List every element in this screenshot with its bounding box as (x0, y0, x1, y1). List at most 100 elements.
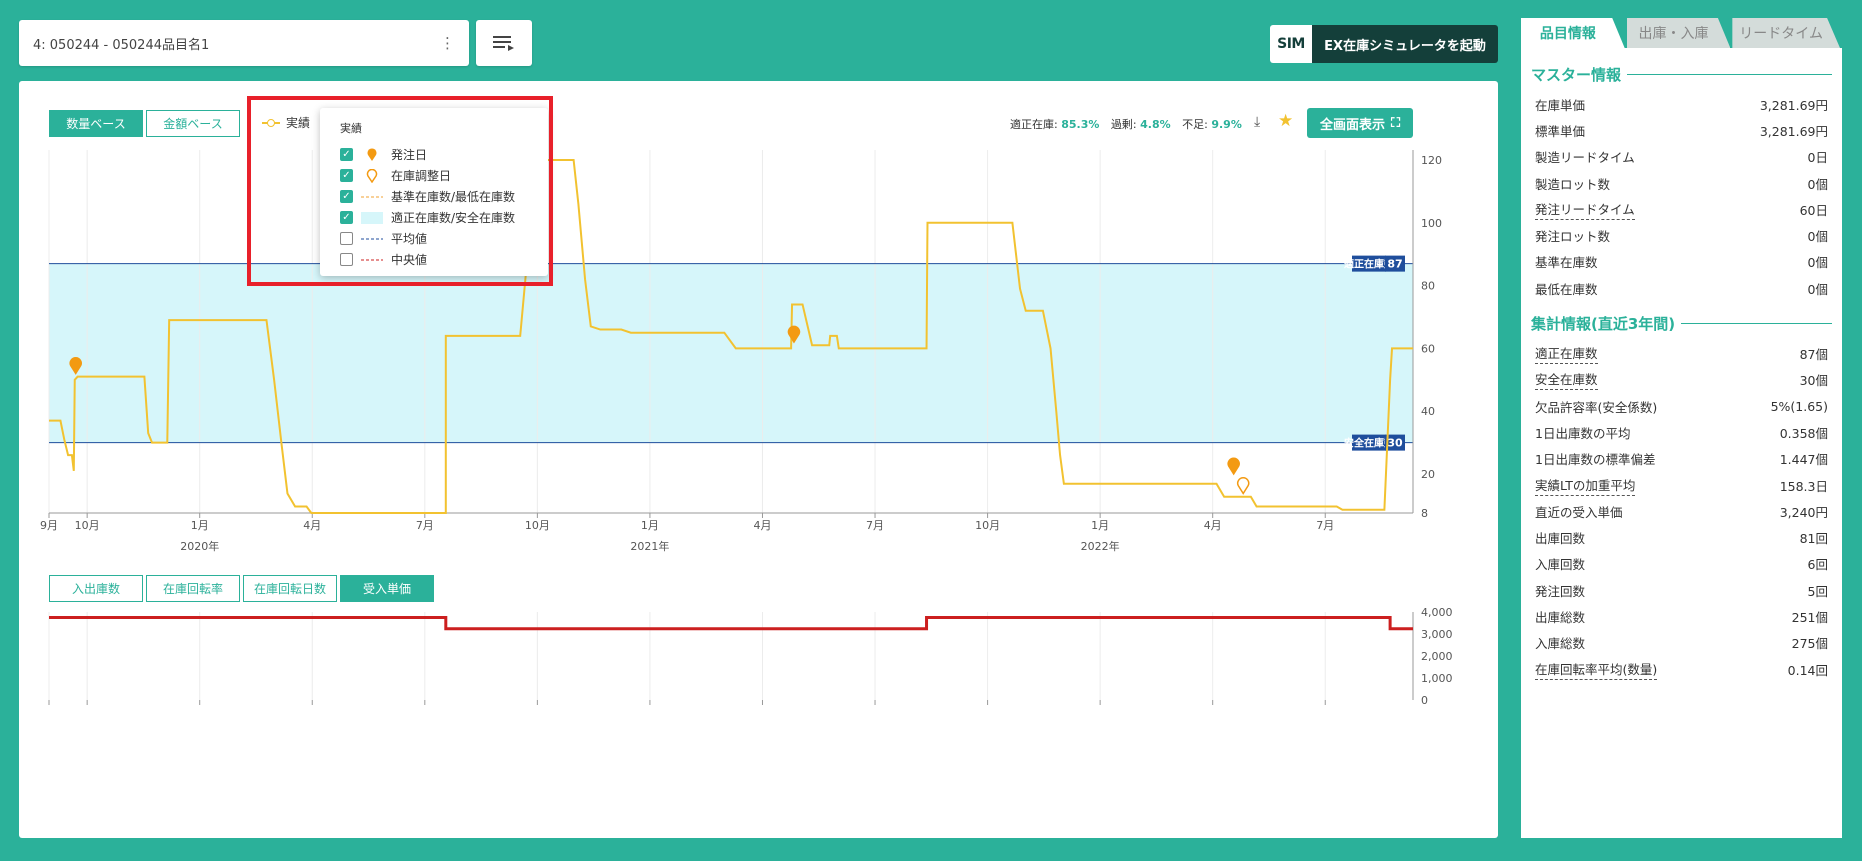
dashed-red-line-icon (361, 257, 383, 263)
tab-unit-price[interactable]: 受入単価 (340, 575, 434, 602)
info-row-value: 87個 (1799, 347, 1828, 363)
x-tick-label: 10月 (75, 519, 100, 532)
info-row-label: 製造リードタイム (1535, 150, 1635, 166)
proper-stock-band (49, 263, 1413, 443)
checkbox-unchecked-icon[interactable] (340, 253, 353, 266)
item-selector[interactable]: 4: 050244 - 050244品目名1 ⋮ (19, 20, 469, 66)
info-sidebar: 品目情報 出庫・入庫 リードタイム マスター情報 在庫単価 3,281.69円 標準… (1521, 18, 1842, 838)
fullscreen-label: 全画面表示 (1319, 117, 1385, 133)
chart-panel (19, 81, 1498, 838)
order-pin-icon[interactable] (69, 356, 82, 375)
legend-option[interactable]: ✓ 在庫調整日 (340, 165, 528, 186)
info-row-value: 6回 (1807, 557, 1828, 573)
info-row-value: 3,281.69円 (1759, 123, 1828, 139)
order-pin-icon[interactable] (787, 325, 801, 344)
info-row-label: 1日出庫数の標準偏差 (1535, 452, 1656, 468)
info-row: 標準単価 3,281.69円 (1531, 117, 1832, 143)
summary-info-heading: 集計情報(直近3年間) (1531, 313, 1832, 334)
tab-shipping-receiving[interactable]: 出庫・入庫 (1626, 18, 1731, 48)
tab-lead-time[interactable]: リードタイム (1732, 18, 1840, 48)
legend-option[interactable]: ✓ 適正在庫数/安全在庫数 (340, 207, 528, 228)
info-row-label: 入庫回数 (1535, 557, 1586, 573)
x-tick-label: 1月 (1091, 519, 1109, 532)
info-row-label: 出庫総数 (1535, 609, 1586, 625)
x-tick-label: 7月 (866, 519, 884, 532)
x-tick-label: 4月 (1204, 519, 1222, 532)
tab-turnover-days[interactable]: 在庫回転日数 (243, 575, 337, 602)
tab-turnover-rate[interactable]: 在庫回転率 (146, 575, 240, 602)
list-menu-button[interactable] (476, 20, 532, 66)
info-row-label: 出庫回数 (1535, 531, 1586, 547)
info-row-label: 1日出庫数の平均 (1535, 425, 1631, 441)
order-pin-icon[interactable] (1227, 457, 1240, 476)
checkbox-checked-icon[interactable]: ✓ (340, 148, 353, 161)
info-row-label[interactable]: 実績LTの加重平均 (1535, 475, 1636, 496)
star-icon[interactable]: ★ (1278, 111, 1294, 131)
info-row-value: 5回 (1807, 583, 1828, 599)
info-row-label[interactable]: 在庫回転率平均(数量) (1535, 659, 1658, 680)
info-row: 1日出庫数の平均 0.358個 (1531, 419, 1832, 445)
legend-option[interactable]: 中央値 (340, 249, 528, 270)
info-row: 適正在庫数 87個 (1531, 340, 1832, 366)
legend-line-icon (262, 118, 280, 127)
x-tick-label: 1月 (191, 519, 209, 532)
info-row: 出庫回数 81回 (1531, 524, 1832, 550)
band-label: 適正在庫数 (1344, 258, 1395, 271)
kebab-menu-icon[interactable]: ⋮ (440, 34, 455, 52)
legend-actual-label: 実績 (286, 116, 311, 130)
info-row: 直近の受入単価 3,240円 (1531, 498, 1832, 524)
checkbox-checked-icon[interactable]: ✓ (340, 169, 353, 182)
x-tick-label: 4月 (303, 519, 321, 532)
y-tick-label: 20 (1421, 468, 1435, 481)
info-row-label: 在庫単価 (1535, 97, 1586, 113)
band-value: 30 (1387, 437, 1403, 450)
adjust-pin-icon[interactable] (1236, 476, 1250, 495)
info-row-value: 275個 (1791, 636, 1828, 652)
tab-quantity-base[interactable]: 数量ベース (49, 110, 143, 137)
legend-option-label: 在庫調整日 (391, 169, 452, 183)
legend-option-label: 基準在庫数/最低在庫数 (391, 190, 516, 204)
y-tick-label: 40 (1421, 405, 1435, 418)
legend-option-label: 適正在庫数/安全在庫数 (391, 211, 516, 225)
info-row-value: 60日 (1799, 202, 1828, 218)
legend-option[interactable]: ✓ 発注日 (340, 144, 528, 165)
x-tick-label: 7月 (1316, 519, 1334, 532)
legend-option[interactable]: ✓ 基準在庫数/最低在庫数 (340, 186, 528, 207)
legend-option-label: 発注日 (391, 148, 428, 162)
stat-proper-value: 85.3% (1061, 118, 1100, 131)
expand-icon: ⛶ (1390, 115, 1401, 131)
info-row-value: 0個 (1807, 229, 1828, 245)
stat-proper-label: 適正在庫: (1010, 118, 1058, 131)
info-row-label[interactable]: 安全在庫数 (1535, 369, 1598, 391)
pin-filled-icon (361, 147, 383, 162)
tab-amount-base[interactable]: 金額ベース (146, 110, 240, 137)
sim-launch-button[interactable]: SIM EX在庫シミュレータを起動 (1270, 25, 1498, 63)
checkbox-checked-icon[interactable]: ✓ (340, 190, 353, 203)
band-label-bg (1352, 255, 1386, 272)
legend-option-label: 平均値 (391, 232, 428, 246)
info-row-value: 158.3日 (1779, 478, 1828, 494)
x-tick-label: 10月 (525, 519, 550, 532)
y-tick-label: 2,000 (1421, 650, 1453, 663)
info-row-label: 欠品許容率(安全係数) (1535, 399, 1658, 415)
download-icon[interactable]: ⤓ (1254, 114, 1261, 130)
info-row-value: 0.358個 (1779, 425, 1828, 441)
tab-in-out[interactable]: 入出庫数 (49, 575, 143, 602)
info-row-label[interactable]: 適正在庫数 (1535, 343, 1598, 365)
year-label: 2020年 (180, 539, 219, 553)
stat-short-value: 9.9% (1211, 118, 1242, 131)
info-row-label[interactable]: 発注リードタイム (1535, 199, 1635, 220)
info-row: 発注リードタイム 60日 (1531, 196, 1832, 222)
info-row: 実績LTの加重平均 158.3日 (1531, 472, 1832, 498)
pin-outline-icon (361, 168, 383, 183)
info-row-value: 3,281.69円 (1759, 97, 1828, 113)
info-row-label: 標準単価 (1535, 123, 1586, 139)
checkbox-unchecked-icon[interactable] (340, 232, 353, 245)
legend-actual[interactable]: 実績 (262, 114, 310, 131)
item-selector-value: 4: 050244 - 050244品目名1 (33, 37, 210, 53)
legend-option[interactable]: 平均値 (340, 228, 528, 249)
info-row-label: 製造ロット数 (1535, 176, 1611, 192)
checkbox-checked-icon[interactable]: ✓ (340, 211, 353, 224)
fullscreen-button[interactable]: 全画面表示 ⛶ (1307, 108, 1413, 138)
tab-item-info[interactable]: 品目情報 (1521, 18, 1625, 48)
